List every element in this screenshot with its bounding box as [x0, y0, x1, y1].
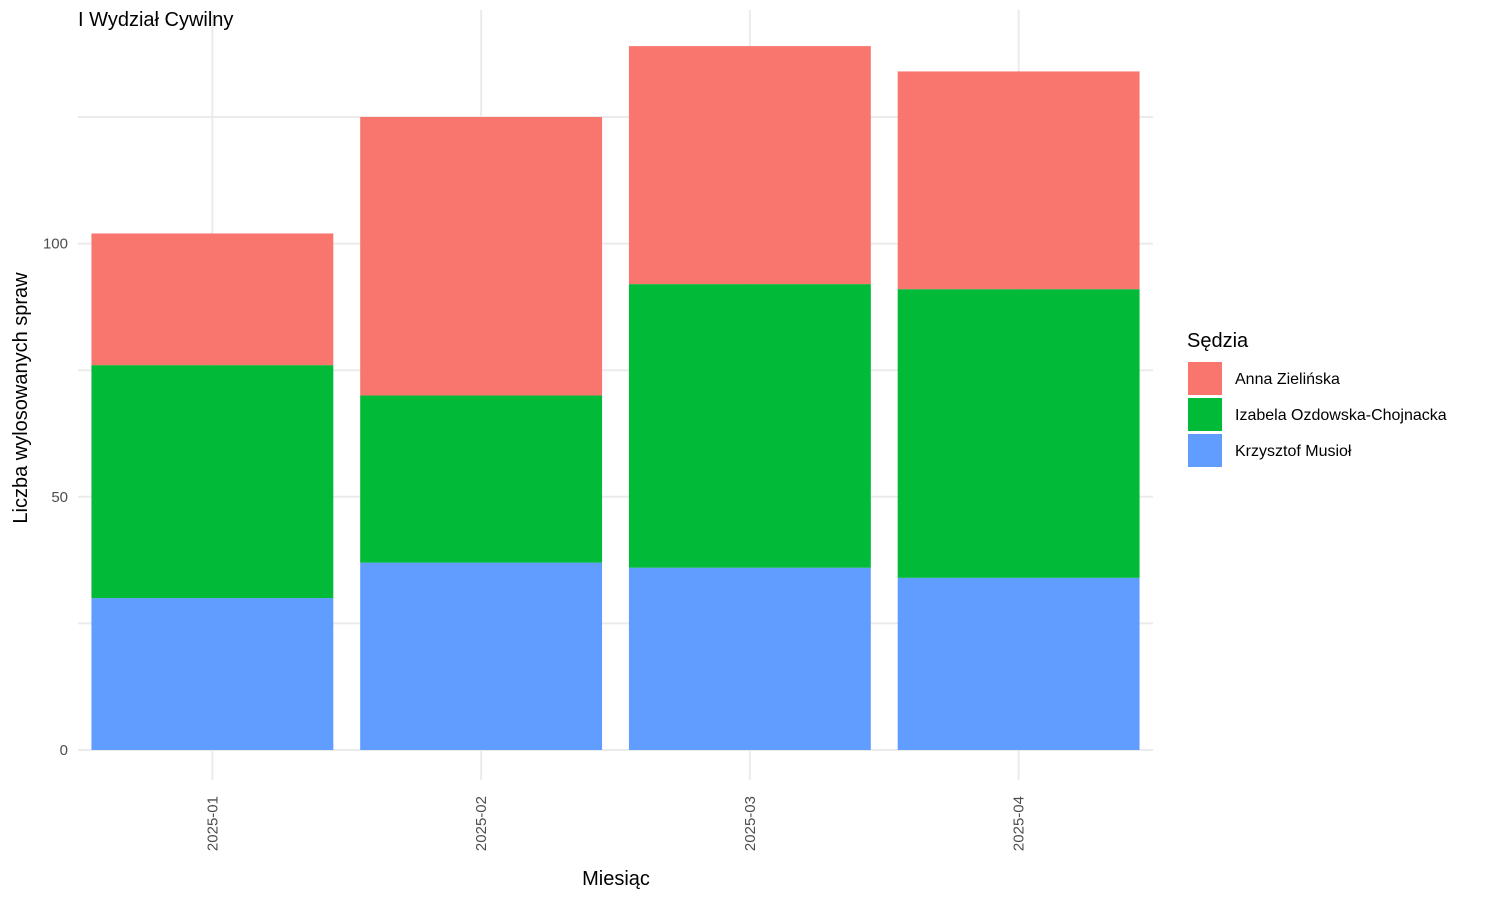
x-tick-label: 2025-03 [742, 796, 759, 851]
x-tick-label: 2025-02 [473, 796, 490, 851]
bars [91, 46, 1140, 750]
legend-label: Krzysztof Musioł [1235, 443, 1352, 460]
legend-swatch [1188, 362, 1222, 395]
legend-label: Izabela Ozdowska-Chojnacka [1235, 407, 1447, 424]
legend-title: Sędzia [1187, 330, 1249, 352]
bar-2025-02-izabela-ozdowska-chojnacka [360, 395, 603, 563]
bar-2025-01-anna-zieli-ska [91, 233, 334, 366]
legend-label: Anna Zielińska [1235, 371, 1340, 388]
legend: Sędzia Anna Zielińska Izabela Ozdowska-Ch… [1187, 330, 1447, 467]
bar-2025-03-krzysztof-musio- [628, 567, 871, 750]
y-axis-title: Liczba wylosowanych spraw [10, 272, 32, 524]
bar-2025-03-anna-zieli-ska [628, 46, 871, 285]
bar-2025-04-krzysztof-musio- [897, 577, 1140, 750]
bar-2025-01-izabela-ozdowska-chojnacka [91, 365, 334, 599]
legend-swatch [1188, 398, 1222, 431]
y-tick-label: 100 [43, 236, 68, 253]
y-tick-label: 50 [51, 489, 68, 506]
bar-2025-01-krzysztof-musio- [91, 598, 334, 750]
x-axis-title: Miesiąc [582, 868, 650, 890]
x-tick-label: 2025-04 [1011, 796, 1028, 851]
x-tick-label: 2025-01 [204, 796, 221, 851]
bar-2025-02-anna-zieli-ska [360, 117, 603, 396]
chart-title: I Wydział Cywilny [78, 9, 233, 31]
y-tick-label: 0 [60, 742, 68, 759]
bar-2025-04-izabela-ozdowska-chojnacka [897, 289, 1140, 578]
bar-2025-02-krzysztof-musio- [360, 562, 603, 750]
x-axis-ticks: 2025-01 2025-02 2025-03 2025-04 [204, 796, 1027, 851]
y-axis-ticks: 0 50 100 [43, 236, 68, 759]
bar-2025-04-anna-zieli-ska [897, 71, 1140, 290]
bar-2025-03-izabela-ozdowska-chojnacka [628, 284, 871, 568]
legend-swatch [1188, 434, 1222, 467]
